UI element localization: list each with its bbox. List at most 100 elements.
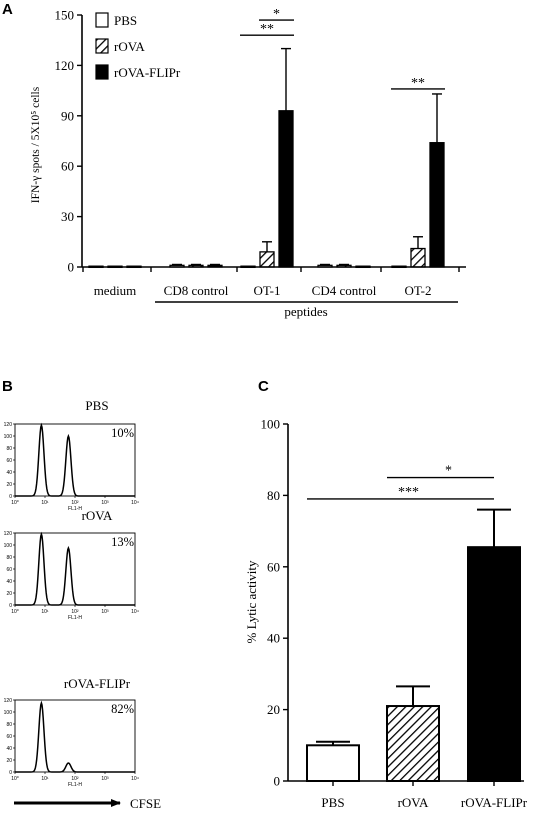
x-tick-label-ot-1: OT-1 xyxy=(254,283,281,298)
legend-swatch-pbs xyxy=(95,12,109,28)
histogram-y-tick-label: 0 xyxy=(9,603,12,609)
significance-marker-c: * xyxy=(445,464,452,479)
x-tick-label-rova-flipr: rOVA-FLIPr xyxy=(461,795,528,810)
histogram-x-tick-label: 10² xyxy=(71,776,79,782)
histogram-y-tick-label: 60 xyxy=(6,458,12,464)
x-tick-label-cd4-control: CD4 control xyxy=(312,283,377,298)
histogram-y-tick-label: 120 xyxy=(4,422,13,428)
histogram-x-tick-label: 10¹ xyxy=(41,609,49,615)
histogram-x-tick-label: 10⁰ xyxy=(11,609,19,615)
legend-label-rova: rOVA xyxy=(114,39,145,54)
histogram-y-tick-label: 80 xyxy=(6,555,12,561)
histogram-y-tick-label: 100 xyxy=(4,710,13,716)
bar-rova xyxy=(386,705,440,783)
legend-label-rova-flipr: rOVA-FLIPr xyxy=(114,65,181,80)
histogram-x-tick-label: 10⁰ xyxy=(11,776,19,782)
histogram-y-tick-label: 120 xyxy=(4,698,13,704)
histogram-x-tick-label: 10⁴ xyxy=(131,776,139,782)
histogram-x-tick-label: 10¹ xyxy=(41,776,49,782)
x-tick-label-cd8-control: CD8 control xyxy=(164,283,229,298)
histogram-y-tick-label: 80 xyxy=(6,446,12,452)
histogram-rova: rOVA 13% xyxy=(82,508,134,549)
chart-c: % Lytic activity 0 20 40 60 80 100 PBS rOVA rOVA… xyxy=(244,417,528,811)
histogram-curve-pbs xyxy=(15,422,135,497)
histogram-box-pbs: 0 20 40 60 80 100 120 10⁰ 10¹ 10² 10³ 10⁴ FL1-H xyxy=(4,422,139,512)
histogram-box-rova-flipr: 0 20 40 60 80 100 120 10⁰ 10¹ 10² 10³ 10⁴ FL1-H xyxy=(4,698,139,788)
bar-rova-ot-1 xyxy=(259,251,275,268)
histogram-label-rova: rOVA xyxy=(82,508,113,523)
histogram-x-tick-label: 10³ xyxy=(101,776,109,782)
bar-rova-flipr xyxy=(467,546,521,782)
histogram-x-tick-label: 10⁰ xyxy=(11,500,19,506)
histogram-y-tick-label: 100 xyxy=(4,434,13,440)
y-tick-label-a: 60 xyxy=(61,159,74,174)
histogram-x-tick-label: 10¹ xyxy=(41,500,49,506)
histogram-y-tick-label: 120 xyxy=(4,531,13,537)
histogram-x-tick-label: 10⁴ xyxy=(131,609,139,615)
histogram-x-tick-label: 10³ xyxy=(101,609,109,615)
histogram-y-tick-label: 20 xyxy=(6,591,12,597)
y-tick-label-c: 0 xyxy=(274,774,281,789)
y-tick-label-c: 80 xyxy=(267,488,280,503)
histogram-x-tick-label: 10⁴ xyxy=(131,500,139,506)
histogram-y-tick-label: 60 xyxy=(6,567,12,573)
y-tick-label-c: 100 xyxy=(261,417,281,432)
bar-pbs xyxy=(306,744,360,782)
chart-a: PBS rOVA rOVA-FLIPr IFN-γ spots / 5X10⁵ … xyxy=(30,7,466,319)
legend-label-pbs: PBS xyxy=(114,13,137,28)
histogram-rova-flipr: rOVA-FLIPr 82% xyxy=(64,676,134,716)
bar-rova-flipr-ot-2 xyxy=(429,142,445,268)
x-tick-label-medium: medium xyxy=(94,283,137,298)
x-tick-label-rova: rOVA xyxy=(398,795,429,810)
histogram-y-tick-label: 40 xyxy=(6,579,12,585)
histogram-curve-rova xyxy=(15,531,135,606)
significance-marker-a: * xyxy=(273,7,280,22)
histogram-y-tick-label: 0 xyxy=(9,494,12,500)
histogram-pbs: PBS 10% xyxy=(85,398,134,440)
histogram-x-tick-label: 10³ xyxy=(101,500,109,506)
legend-a: PBS rOVA rOVA-FLIPr xyxy=(95,12,181,80)
y-axis-label-a: IFN-γ spots / 5X10⁵ cells xyxy=(30,86,42,203)
x-group-label-a: peptides xyxy=(284,304,327,319)
histogram-axis-name: FL1-H xyxy=(68,615,82,621)
histogram-axis-name: FL1-H xyxy=(68,782,82,788)
y-axis-label-c: % Lytic activity xyxy=(244,560,259,644)
histogram-y-tick-label: 40 xyxy=(6,746,12,752)
y-tick-label-a: 0 xyxy=(68,260,75,275)
histogram-percent-pbs: 10% xyxy=(111,426,134,440)
histogram-y-tick-label: 40 xyxy=(6,470,12,476)
histogram-y-tick-label: 80 xyxy=(6,722,12,728)
y-tick-label-a: 90 xyxy=(61,108,74,123)
histogram-y-tick-label: 100 xyxy=(4,543,13,549)
histogram-y-tick-label: 20 xyxy=(6,758,12,764)
significance-marker-a: ** xyxy=(260,22,274,37)
histogram-label-pbs: PBS xyxy=(85,398,108,413)
histogram-y-tick-label: 20 xyxy=(6,482,12,488)
panel-label-c: C xyxy=(258,378,269,395)
panel-label-b: B xyxy=(2,378,13,395)
y-tick-label-a: 120 xyxy=(55,58,75,73)
x-tick-label-ot-2: OT-2 xyxy=(405,283,432,298)
histogram-box-rova: 0 20 40 60 80 100 120 10⁰ 10¹ 10² 10³ 10⁴ FL1-H xyxy=(4,531,139,621)
y-tick-label-c: 20 xyxy=(267,702,280,717)
histogram-percent-rova-flipr: 82% xyxy=(111,702,134,716)
y-tick-label-a: 150 xyxy=(55,8,75,23)
bar-rova-ot-2 xyxy=(410,247,426,268)
histogram-curve-rova-flipr xyxy=(15,700,135,773)
histogram-percent-rova: 13% xyxy=(111,535,134,549)
significance-marker-a: ** xyxy=(411,76,425,91)
x-tick-label-pbs: PBS xyxy=(321,795,344,810)
histogram-x-tick-label: 10² xyxy=(71,609,79,615)
cfse-label: CFSE xyxy=(130,796,161,811)
histogram-label-rova-flipr: rOVA-FLIPr xyxy=(64,676,131,691)
histogram-y-tick-label: 60 xyxy=(6,734,12,740)
legend-swatch-rova xyxy=(95,38,109,54)
legend-swatch-rova-flipr xyxy=(95,64,109,80)
histogram-y-tick-label: 0 xyxy=(9,770,12,776)
y-tick-label-a: 30 xyxy=(61,209,74,224)
histogram-axis-name: FL1-H xyxy=(68,506,82,512)
y-tick-label-c: 40 xyxy=(267,631,280,646)
bar-rova-flipr-ot-1 xyxy=(278,110,294,268)
y-tick-label-c: 60 xyxy=(267,559,280,574)
